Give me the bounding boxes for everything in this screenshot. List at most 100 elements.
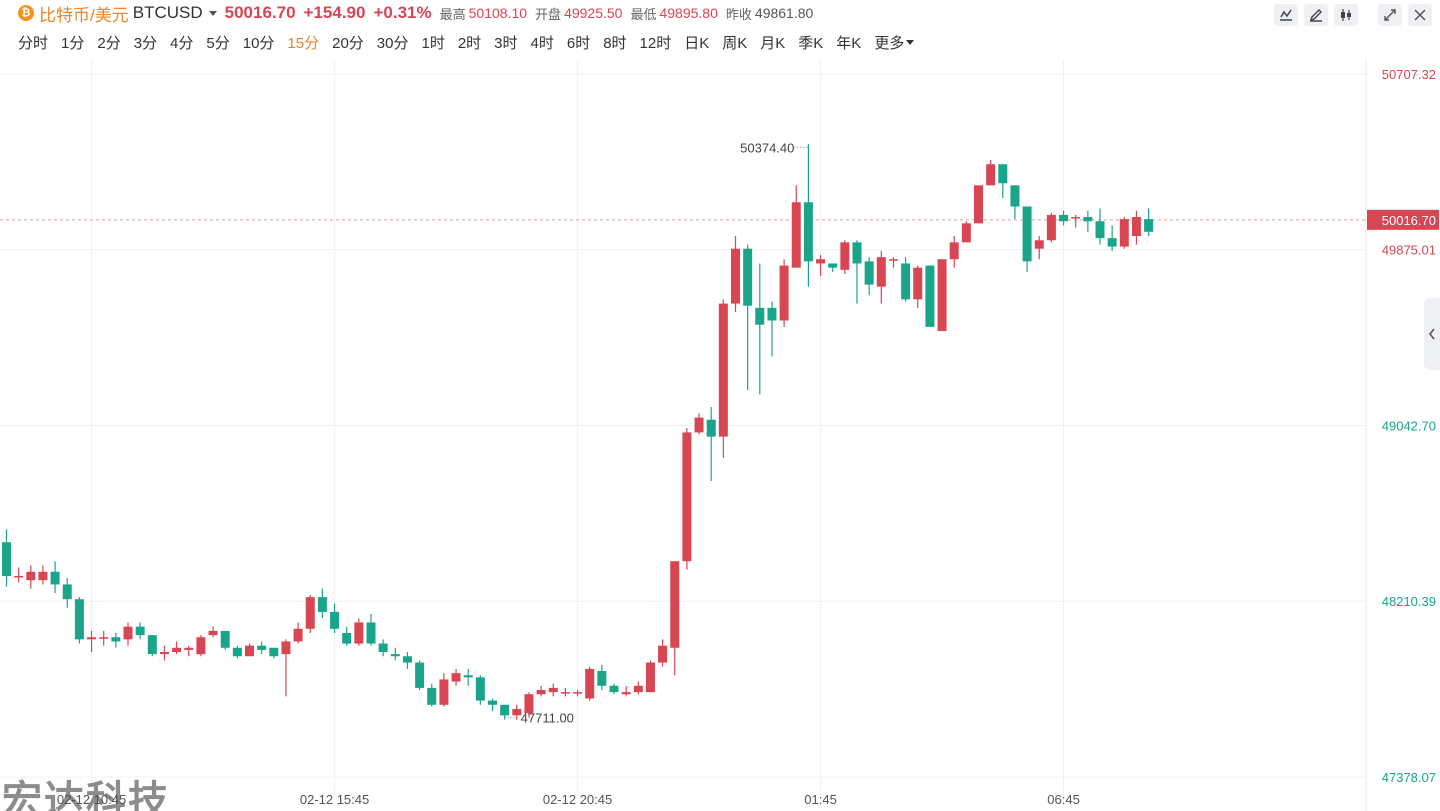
candle-body	[986, 164, 996, 186]
candle-body	[26, 571, 36, 581]
pair-code[interactable]: BTCUSD	[132, 3, 203, 22]
tab-period-10[interactable]: 1时	[421, 34, 445, 52]
tab-period-18[interactable]: 周K	[722, 34, 748, 52]
tab-period-17[interactable]: 日K	[684, 34, 710, 52]
tab-period-2[interactable]: 2分	[97, 34, 121, 52]
candle-body	[463, 675, 473, 678]
price-change-pct: +0.31%	[373, 3, 432, 22]
candle-body	[803, 202, 813, 262]
candle-body	[1095, 221, 1105, 239]
candle-body	[38, 571, 48, 581]
candle-body	[682, 432, 692, 562]
candle-body	[317, 597, 327, 612]
candle-body	[172, 647, 182, 653]
candle-body	[864, 261, 874, 285]
candle-body	[633, 685, 643, 693]
candle-body	[718, 303, 728, 437]
tab-period-8[interactable]: 20分	[332, 34, 364, 52]
chart-toolbar	[1274, 4, 1432, 26]
tab-period-3[interactable]: 3分	[133, 34, 158, 52]
candle-body	[196, 637, 206, 655]
tab-period-19[interactable]: 月K	[760, 34, 786, 52]
candle-type-button[interactable]	[1334, 4, 1358, 26]
tab-period-4[interactable]: 4分	[170, 34, 194, 52]
y-tick-label: 48210.39	[1382, 594, 1436, 609]
candle-body	[767, 307, 777, 321]
tab-period-6[interactable]: 10分	[242, 34, 275, 52]
last-price-tag	[1367, 209, 1439, 230]
tab-period-20[interactable]: 季K	[798, 34, 824, 52]
candle-body	[609, 685, 619, 693]
y-tick-label: 50707.32	[1382, 67, 1436, 82]
candle-body	[925, 265, 935, 327]
tab-period-15[interactable]: 8时	[603, 34, 627, 52]
candle-body	[816, 259, 826, 264]
tab-period-16[interactable]: 12时	[639, 34, 672, 52]
tab-more[interactable]: 更多	[874, 32, 919, 53]
candle-body	[1119, 219, 1129, 247]
tab-period-5[interactable]: 5分	[206, 34, 230, 52]
candle-body	[743, 248, 753, 306]
tab-period-12[interactable]: 3时	[494, 34, 518, 52]
high-value: 50108.10	[468, 5, 528, 21]
tab-period-11[interactable]: 2时	[457, 34, 482, 52]
candle-body	[621, 692, 631, 695]
candle-body	[281, 641, 291, 655]
y-tick-label: 49042.70	[1382, 418, 1436, 433]
candle-body	[62, 584, 72, 600]
candlestick-chart[interactable]: 50707.32 49875.01 49042.70 48210.39 47378.07…	[0, 60, 1440, 811]
candle-body	[208, 630, 218, 636]
chevron-down-icon	[906, 39, 915, 45]
candle-body	[184, 647, 194, 650]
candle-body	[1131, 217, 1141, 237]
side-panel-toggle[interactable]	[1424, 298, 1440, 370]
candle-body	[1071, 217, 1081, 219]
candle-body	[536, 690, 546, 695]
candle-body	[573, 692, 583, 694]
x-tick-label: 06:45	[1047, 792, 1080, 807]
candle-body	[1083, 217, 1093, 222]
candle-body	[888, 259, 898, 261]
y-tick-label: 47378.07	[1382, 770, 1436, 785]
candle-body	[974, 185, 983, 224]
tab-period-14[interactable]: 6时	[566, 34, 591, 52]
tab-period-21[interactable]: 年K	[836, 34, 862, 52]
candle-body	[232, 647, 242, 657]
candle-body	[475, 677, 485, 701]
candle-type-icon	[1341, 9, 1351, 21]
y-tick-label: 49875.01	[1382, 243, 1436, 258]
candle-body	[755, 307, 765, 325]
draw-tool-button[interactable]	[1304, 4, 1328, 26]
candle-body	[645, 662, 655, 693]
min-price-label: 47711.00	[521, 711, 574, 726]
candle-body	[220, 630, 230, 648]
candle-body	[828, 263, 838, 268]
candle-body	[390, 654, 400, 657]
candle-body	[1010, 185, 1020, 207]
candle-body	[913, 267, 923, 300]
candle-body	[427, 687, 437, 705]
x-tick-label: 02-12 20:45	[543, 792, 612, 807]
close-button[interactable]	[1408, 4, 1432, 26]
candle-body	[245, 645, 254, 657]
prev-close-label: 昨收	[725, 6, 752, 22]
prev-close-value: 49861.80	[754, 5, 814, 21]
candle-body	[1144, 219, 1154, 232]
tab-period-7[interactable]: 15分	[287, 34, 320, 52]
candle-body	[269, 647, 279, 657]
x-tick-label: 01:45	[804, 792, 837, 807]
tab-period-9[interactable]: 30分	[376, 34, 409, 52]
candle-body	[840, 242, 850, 270]
candle-body	[706, 419, 716, 437]
tab-period-13[interactable]: 4时	[530, 34, 554, 52]
fullscreen-button[interactable]	[1378, 4, 1402, 26]
tab-period-1[interactable]: 1分	[61, 34, 85, 52]
tab-period-0[interactable]: 分时	[18, 34, 49, 52]
chevron-down-icon[interactable]	[208, 10, 217, 16]
line-tool-icon	[1280, 9, 1292, 21]
candle-body	[1022, 206, 1032, 262]
last-price: 50016.70	[224, 3, 296, 22]
pair-name[interactable]: 比特币/美元	[39, 5, 129, 25]
line-tool-button[interactable]	[1274, 4, 1298, 26]
